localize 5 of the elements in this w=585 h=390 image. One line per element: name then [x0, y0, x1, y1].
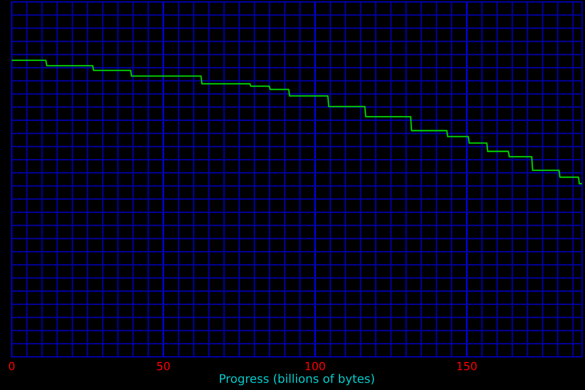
x-axis-title: Progress (billions of bytes) [220, 374, 374, 386]
x-tick-label: 150 [457, 362, 477, 370]
x-tick-label: 50 [157, 362, 170, 370]
x-tick-label: 100 [306, 362, 325, 370]
x-tick-label: 0 [8, 362, 14, 370]
